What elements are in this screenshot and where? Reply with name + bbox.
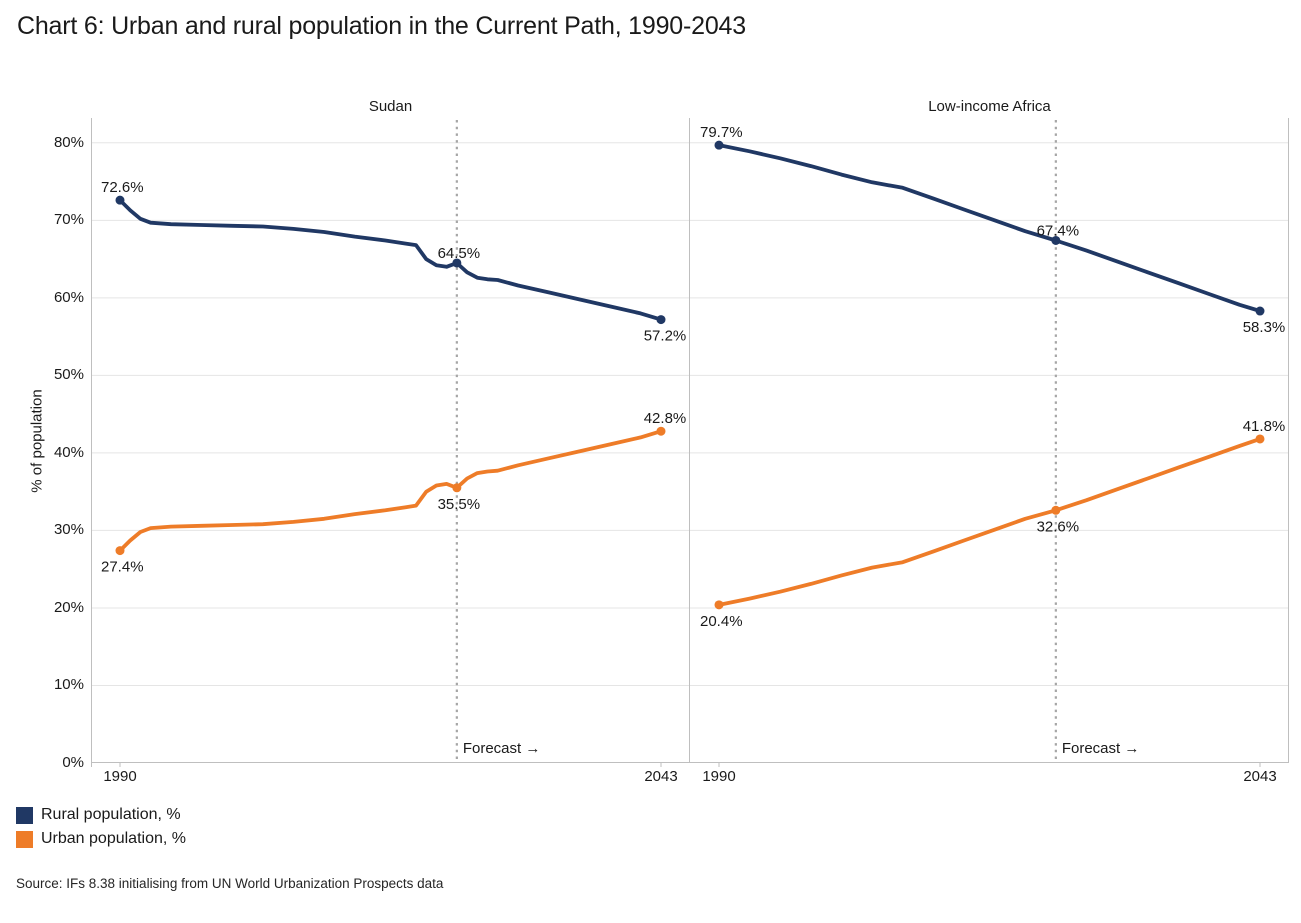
- series-line-rural: [118, 198, 663, 322]
- data-label: 79.7%: [700, 124, 743, 141]
- series-line-urban: [717, 436, 1262, 607]
- data-point-marker: [656, 426, 666, 436]
- y-tick-label: 70%: [53, 211, 84, 229]
- x-tick-label: 1990: [702, 768, 736, 785]
- panel-plot-sudan: 72.6% 64.5% 57.2% 27.4% 35.5% 42.8%: [91, 118, 690, 767]
- data-point-marker: [714, 140, 724, 150]
- panel-plot-low-income-africa: 79.7% 67.4% 58.3% 20.4% 32.6% 41.8%: [690, 118, 1289, 767]
- y-tick-label: 30%: [53, 521, 84, 539]
- data-label: 41.8%: [1243, 418, 1286, 435]
- legend-label-rural: Rural population, %: [41, 806, 181, 823]
- panel-title-low-income-africa: Low-income Africa: [928, 98, 1051, 115]
- x-tick-label: 2043: [644, 768, 678, 785]
- series-line-rural: [717, 143, 1262, 313]
- data-point-marker: [1255, 306, 1265, 316]
- forecast-label-sudan: Forecast →: [462, 740, 541, 757]
- data-label: 58.3%: [1243, 319, 1286, 336]
- x-tick-label: 2043: [1243, 768, 1277, 785]
- data-label: 67.4%: [1037, 222, 1080, 239]
- legend-item-urban: Urban population, %: [16, 827, 186, 851]
- y-tick-label: 10%: [53, 676, 84, 694]
- chart-title: Chart 6: Urban and rural population in t…: [17, 12, 746, 40]
- series-line-urban: [118, 429, 663, 553]
- forecast-label-low-income-africa: Forecast →: [1061, 740, 1140, 757]
- data-label: 57.2%: [644, 328, 687, 345]
- legend-label-urban: Urban population, %: [41, 830, 186, 847]
- y-tick-label: 80%: [53, 133, 84, 151]
- legend-swatch-urban-icon: [16, 830, 33, 848]
- data-point-marker: [656, 315, 666, 325]
- data-point-marker: [1255, 434, 1265, 444]
- data-point-marker: [115, 195, 125, 205]
- data-label: 35.5%: [438, 496, 481, 513]
- y-axis-title: % of population: [28, 389, 46, 493]
- legend-swatch-rural-icon: [16, 806, 33, 824]
- y-tick-label: 20%: [53, 598, 84, 616]
- legend-item-rural: Rural population, %: [16, 803, 186, 827]
- data-point-marker: [1051, 505, 1061, 515]
- data-label: 64.5%: [438, 245, 481, 262]
- data-label: 42.8%: [644, 410, 687, 427]
- data-point-marker: [452, 483, 462, 493]
- panel-title-sudan: Sudan: [368, 98, 413, 115]
- data-point-marker: [1051, 235, 1061, 245]
- data-point-marker: [115, 546, 125, 556]
- source-note: Source: IFs 8.38 initialising from UN Wo…: [16, 876, 444, 891]
- y-tick-label: 50%: [53, 366, 84, 384]
- data-label: 27.4%: [101, 559, 144, 576]
- data-label: 32.6%: [1037, 518, 1080, 535]
- data-label: 72.6%: [101, 179, 144, 196]
- legend: Rural population, % Urban population, %: [16, 803, 186, 851]
- data-point-marker: [714, 600, 724, 610]
- y-tick-label: 0%: [62, 754, 84, 771]
- data-label: 20.4%: [700, 613, 743, 630]
- y-tick-label: 60%: [53, 288, 84, 306]
- x-tick-label: 1990: [103, 768, 137, 785]
- data-point-marker: [452, 258, 462, 268]
